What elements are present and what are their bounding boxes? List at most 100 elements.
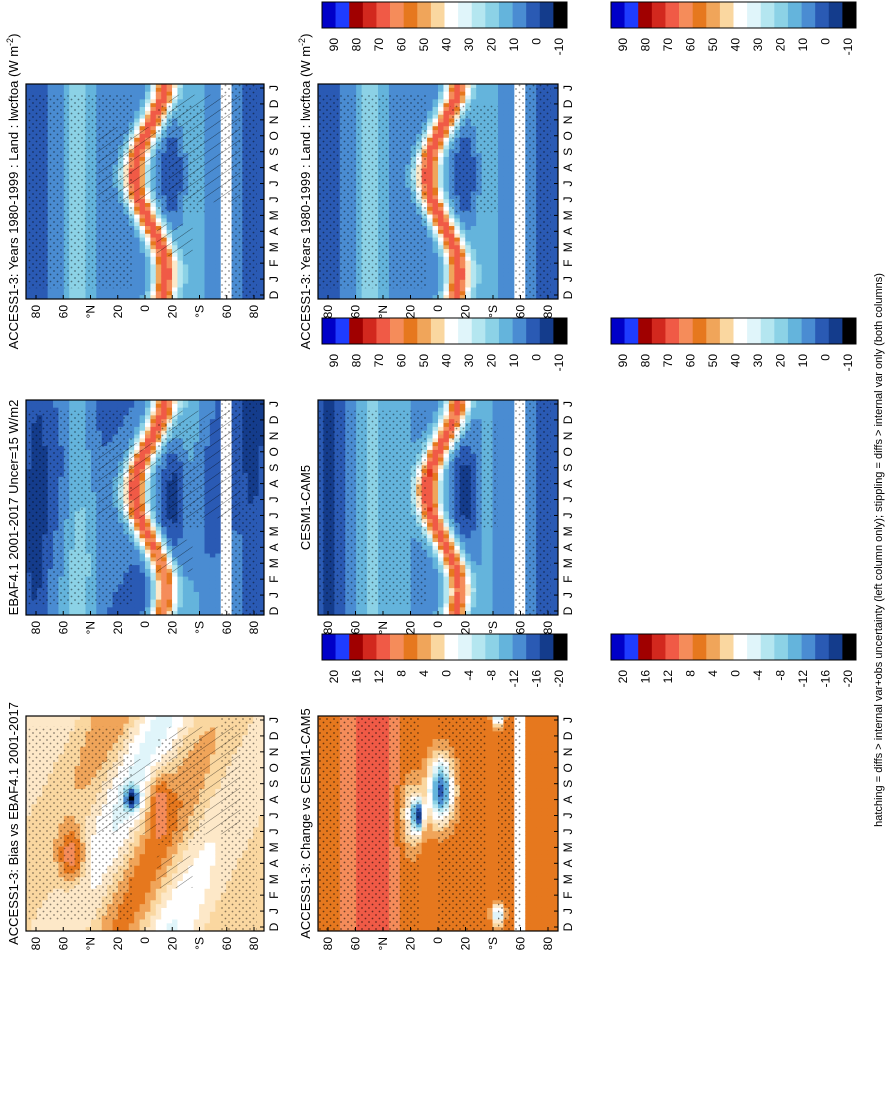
access-left-colorbar-tick: 90 (327, 38, 341, 52)
access-left-cell (188, 268, 194, 272)
access-left-cell (199, 230, 205, 234)
access-right-cell (498, 84, 504, 88)
access-right-cell (433, 88, 439, 92)
access-right-cell (503, 119, 509, 123)
access-right-cell (443, 199, 449, 203)
access-left-cell (177, 88, 183, 92)
access-right-cell (503, 241, 509, 245)
access-right-cell (465, 249, 471, 253)
access-right-cell (509, 153, 515, 157)
access-left-cell (167, 218, 173, 222)
access-left-cell (140, 268, 146, 272)
access-right-cell (449, 280, 455, 284)
access-right-colorbar-swatch (802, 2, 816, 28)
access-right-cell (427, 253, 433, 257)
access-right-cell (503, 261, 509, 265)
access-right-cell (503, 245, 509, 249)
access-right-cell (487, 215, 493, 219)
access-right-cell (498, 111, 504, 115)
access-right-cell (498, 99, 504, 103)
access-right-cell (460, 84, 466, 88)
access-right-cell (509, 188, 515, 192)
access-right-cell (416, 84, 422, 88)
access-right-cell (433, 84, 439, 88)
access-right-cell (433, 264, 439, 268)
access-right-cell (427, 238, 433, 242)
access-right-cell (438, 145, 444, 149)
access-right-cell (438, 115, 444, 119)
access-left-cell (210, 211, 216, 215)
access-right-cell (482, 280, 488, 284)
access-right-cell (503, 88, 509, 92)
access-left-cell (199, 245, 205, 249)
access-left-cell (177, 276, 183, 280)
access-right-cell (427, 138, 433, 142)
access-left-cell (150, 287, 156, 291)
access-right-cell (443, 211, 449, 215)
access-left-cell (194, 291, 200, 295)
access-right-cell (498, 122, 504, 126)
access-left-month-tick: F (267, 259, 281, 266)
access-right-cell (493, 238, 499, 242)
access-right-cell (356, 291, 362, 295)
access-left-cell (134, 215, 140, 219)
access-right-colorbar-tick: 50 (706, 38, 720, 52)
access-left-cell (134, 245, 140, 249)
access-left-cell (145, 291, 151, 295)
access-left-cell (145, 207, 151, 211)
access-right-cell (503, 145, 509, 149)
access-left-cell (161, 215, 167, 219)
access-right-cell (438, 226, 444, 230)
access-right-cell (471, 284, 477, 288)
access-left-month-tick: N (267, 116, 281, 125)
access-right-cell (493, 264, 499, 268)
access-right-cell (323, 291, 329, 295)
access-right-cell (454, 291, 460, 295)
access-right-cell (460, 92, 466, 96)
access-left-cell (205, 218, 211, 222)
access-right-cell (471, 84, 477, 88)
access-right-cell (482, 92, 488, 96)
access-right-cell (351, 291, 357, 295)
access-left-cell (145, 122, 151, 126)
access-right-cell (471, 276, 477, 280)
access-left-cell (210, 261, 216, 265)
access-right-cell (427, 99, 433, 103)
access-left-cell (172, 264, 178, 268)
access-right-cell (400, 291, 406, 295)
access-right-cell (465, 257, 471, 261)
access-right-cell (427, 126, 433, 130)
access-left-cell (215, 291, 221, 295)
access-left-cell (86, 84, 92, 88)
access-right-cell (503, 130, 509, 134)
access-right-cell (493, 276, 499, 280)
access-right-cell (438, 111, 444, 115)
access-left-cell (145, 241, 151, 245)
access-left-cell (205, 249, 211, 253)
access-right-cell (422, 88, 428, 92)
access-left-colorbar-swatch (322, 2, 336, 28)
access-right-cell (460, 230, 466, 234)
access-left-cell (150, 92, 156, 96)
access-left-cell (140, 207, 146, 211)
access-right-cell (498, 257, 504, 261)
access-right-cell (433, 157, 439, 161)
access-right-cell (509, 276, 515, 280)
access-right-cell (465, 215, 471, 219)
access-right-cell (476, 272, 482, 276)
access-right-cell (503, 234, 509, 238)
access-left-cell (205, 211, 211, 215)
access-left-cell (199, 268, 205, 272)
access-left-cell (145, 222, 151, 226)
access-right-cell (498, 88, 504, 92)
access-left-cell (58, 88, 64, 92)
access-right-cell (503, 134, 509, 138)
access-left-cell (134, 226, 140, 230)
access-right-cell (471, 272, 477, 276)
access-right-cell (443, 188, 449, 192)
access-left-colorbar-tick: 10 (507, 38, 521, 52)
access-right-cell (487, 280, 493, 284)
access-right-cell (438, 268, 444, 272)
access-left-lat-tick: 60 (220, 305, 234, 319)
access-right-cell (438, 234, 444, 238)
